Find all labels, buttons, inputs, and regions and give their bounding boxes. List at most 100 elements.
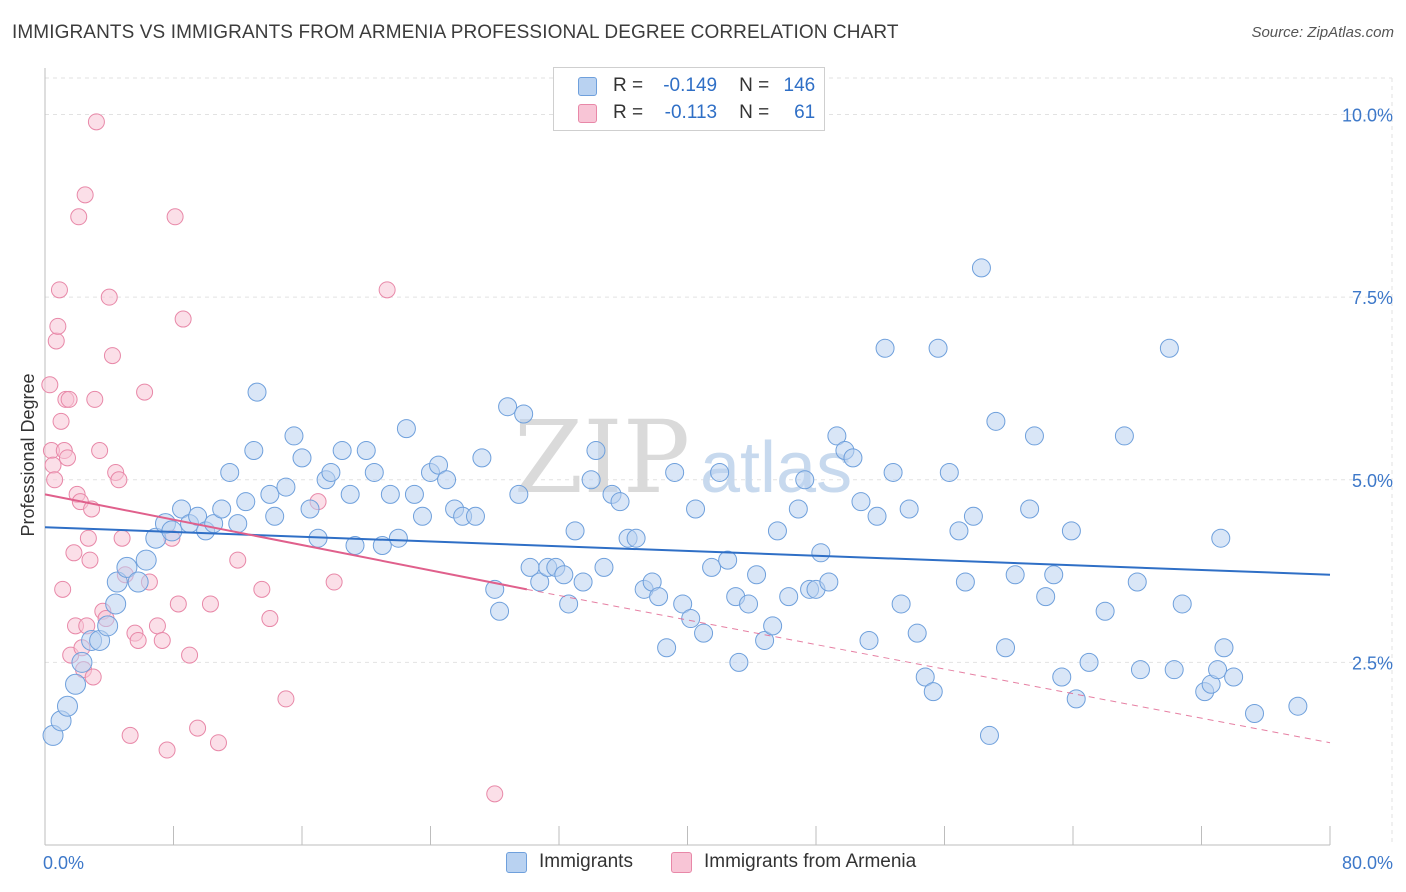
- immigrants-point: [819, 572, 839, 592]
- immigrants-point: [1095, 601, 1115, 621]
- immigrants-point: [843, 448, 863, 468]
- r-value: -0.149: [663, 75, 718, 96]
- immigrants-point: [859, 630, 879, 650]
- immigrants-point: [105, 593, 127, 615]
- immigrants-point: [649, 587, 669, 607]
- armenia-point: [46, 471, 64, 489]
- immigrants-point: [1061, 521, 1081, 541]
- watermark: ZIP atlas: [514, 399, 852, 516]
- armenia-point: [181, 646, 199, 664]
- immigrants-point: [795, 470, 815, 490]
- x-tick-label: 80.0%: [1342, 853, 1393, 873]
- armenia-trend-line: [44, 493, 528, 591]
- immigrants-point: [1052, 667, 1072, 687]
- immigrants-point: [1208, 660, 1228, 680]
- armenia-point: [158, 741, 176, 759]
- immigrants-point: [498, 397, 518, 417]
- armenia-point: [58, 449, 76, 467]
- immigrants-point: [686, 499, 706, 519]
- y-tick-label: 2.5%: [1352, 653, 1393, 673]
- immigrants-point: [1224, 667, 1244, 687]
- immigrants-point: [1020, 499, 1040, 519]
- armenia-point: [79, 529, 97, 547]
- legend-item-armenia[interactable]: Immigrants from Armenia: [671, 851, 916, 873]
- legend-label: Immigrants: [539, 851, 633, 872]
- armenia-point: [253, 580, 271, 598]
- immigrants-point: [1127, 572, 1147, 592]
- armenia-point: [110, 471, 128, 489]
- immigrants-point: [412, 506, 432, 526]
- immigrants-point: [396, 419, 416, 439]
- immigrants-point: [923, 682, 943, 702]
- immigrants-point: [718, 550, 738, 570]
- immigrants-point: [260, 484, 280, 504]
- armenia-point: [49, 317, 67, 335]
- immigrants-point: [388, 528, 408, 548]
- immigrants-point: [681, 609, 701, 629]
- immigrants-point: [429, 455, 449, 475]
- immigrants-points: [42, 258, 1308, 746]
- immigrants-point: [559, 594, 579, 614]
- immigrants-point: [851, 492, 871, 512]
- immigrants-point: [56, 695, 78, 717]
- series-legend: Immigrants Immigrants from Armenia: [0, 851, 1406, 877]
- armenia-point: [60, 390, 78, 408]
- immigrants-point: [928, 338, 948, 358]
- trend-lines: [44, 493, 1331, 744]
- immigrants-point: [65, 673, 87, 695]
- armenia-point: [153, 631, 171, 649]
- immigrants-point: [747, 565, 767, 585]
- immigrants-point: [247, 382, 267, 402]
- armenia-point: [169, 595, 187, 613]
- armenia-point: [261, 610, 279, 628]
- immigrants-point: [626, 528, 646, 548]
- armenia-point: [209, 734, 227, 752]
- y-tick-label: 7.5%: [1352, 288, 1393, 308]
- immigrants-point: [586, 441, 606, 461]
- immigrants-point: [996, 638, 1016, 658]
- armenia-point: [87, 113, 105, 131]
- armenia-point: [50, 281, 68, 299]
- immigrants-point: [292, 448, 312, 468]
- immigrants-point: [106, 571, 128, 593]
- r-value: -0.113: [664, 102, 718, 123]
- immigrants-point: [1288, 696, 1308, 716]
- immigrants-point: [437, 470, 457, 490]
- immigrants-trend-line: [44, 526, 1331, 576]
- immigrants-point: [372, 536, 392, 556]
- immigrants-point: [321, 462, 341, 482]
- armenia-point: [91, 442, 109, 460]
- immigrants-point: [581, 470, 601, 490]
- immigrants-point: [915, 667, 935, 687]
- armenia-point: [70, 208, 88, 226]
- immigrants-point: [1159, 338, 1179, 358]
- y-tick-label: 10.0%: [1342, 106, 1393, 126]
- immigrants-point: [284, 426, 304, 446]
- immigrants-point: [1211, 528, 1231, 548]
- immigrants-point: [955, 572, 975, 592]
- immigrants-point: [907, 623, 927, 643]
- immigrants-point: [979, 725, 999, 745]
- immigrants-point: [565, 521, 585, 541]
- immigrants-point: [332, 441, 352, 461]
- immigrants-point: [1044, 565, 1064, 585]
- chart-title: IMMIGRANTS VS IMMIGRANTS FROM ARMENIA PR…: [12, 22, 899, 43]
- axes: [44, 68, 1331, 846]
- legend-item-immigrants[interactable]: Immigrants: [506, 851, 633, 873]
- armenia-point: [52, 412, 70, 430]
- immigrants-point: [340, 484, 360, 504]
- y-tick-label: 5.0%: [1352, 471, 1393, 491]
- armenia-point: [174, 310, 192, 328]
- immigrants-point: [899, 499, 919, 519]
- n-label: N =: [739, 102, 770, 123]
- stats-row-immigrants: R = -0.149 N = 146: [578, 74, 815, 98]
- immigrants-point: [739, 594, 759, 614]
- immigrants-point: [472, 448, 492, 468]
- immigrants-point: [116, 556, 138, 578]
- immigrants-point: [779, 587, 799, 607]
- immigrants-point: [300, 499, 320, 519]
- immigrants-point: [244, 441, 264, 461]
- immigrants-point: [1172, 594, 1192, 614]
- armenia-point: [486, 785, 504, 803]
